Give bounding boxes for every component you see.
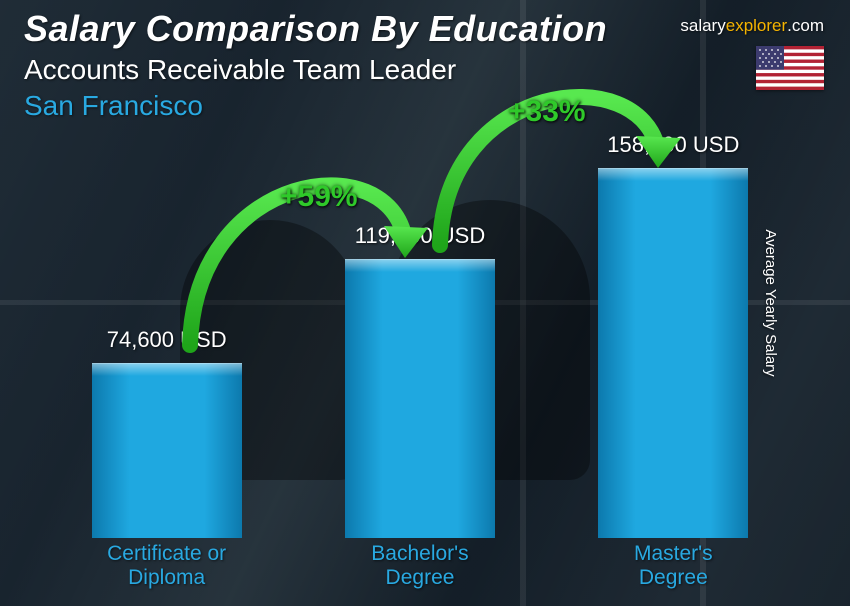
- growth-pct-label: +33%: [508, 95, 586, 129]
- growth-pct-label: +59%: [280, 180, 358, 214]
- label-line: Degree: [547, 566, 800, 590]
- bar: [598, 168, 748, 538]
- bars-row: 74,600 USD119,000 USD158,000 USD: [40, 136, 800, 538]
- infographic-root: Salary Comparison By Education Accounts …: [0, 0, 850, 606]
- main-title: Salary Comparison By Education: [24, 8, 730, 50]
- brand-watermark: salaryexplorer.com: [680, 16, 824, 36]
- brand-part: .com: [787, 16, 824, 35]
- bar-category-label: Certificate orDiploma: [40, 538, 293, 596]
- bar-chart: 74,600 USD119,000 USD158,000 USD Certifi…: [40, 136, 800, 596]
- bar-value-label: 158,000 USD: [607, 132, 739, 158]
- flag-icon: [756, 46, 824, 90]
- bar-group: 119,000 USD: [293, 223, 546, 538]
- bar-value-label: 74,600 USD: [107, 327, 227, 353]
- bar-category-label: Master'sDegree: [547, 538, 800, 596]
- bar: [92, 363, 242, 538]
- label-line: Bachelor's: [293, 542, 546, 566]
- title-block: Salary Comparison By Education Accounts …: [24, 8, 730, 122]
- location: San Francisco: [24, 90, 730, 122]
- bar-group: 158,000 USD: [547, 132, 800, 538]
- subtitle: Accounts Receivable Team Leader: [24, 54, 730, 86]
- bar: [345, 259, 495, 538]
- bar-category-label: Bachelor'sDegree: [293, 538, 546, 596]
- label-line: Master's: [547, 542, 800, 566]
- label-line: Diploma: [40, 566, 293, 590]
- label-line: Certificate or: [40, 542, 293, 566]
- label-line: Degree: [293, 566, 546, 590]
- bar-value-label: 119,000 USD: [355, 223, 485, 249]
- labels-row: Certificate orDiplomaBachelor'sDegreeMas…: [40, 538, 800, 596]
- brand-part: explorer: [726, 16, 787, 35]
- bar-group: 74,600 USD: [40, 327, 293, 538]
- brand-part: salary: [680, 16, 725, 35]
